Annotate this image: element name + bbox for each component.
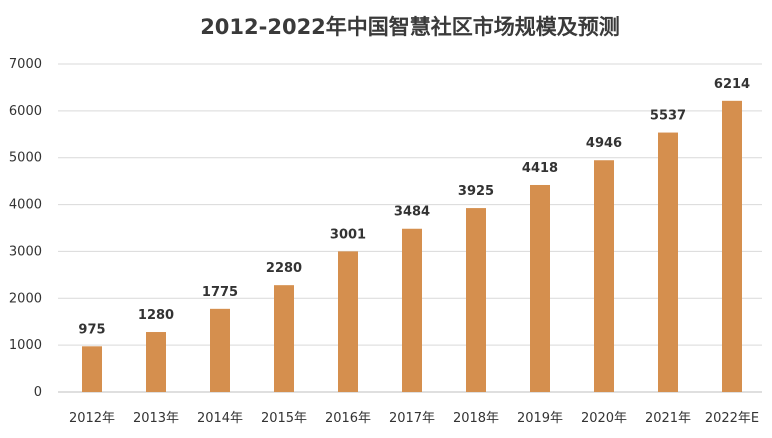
bar bbox=[722, 100, 742, 392]
data-label: 1775 bbox=[202, 285, 238, 300]
data-label: 4946 bbox=[586, 136, 622, 151]
data-label: 5537 bbox=[650, 109, 686, 124]
x-tick-label: 2014年 bbox=[197, 411, 243, 426]
data-labels: 975 1280 1775 2280 3001 3484 3925 4418 4946 5537 6… bbox=[78, 77, 750, 337]
x-tick-label: 2020年 bbox=[581, 411, 627, 426]
y-tick-label: 2000 bbox=[9, 291, 42, 306]
data-label: 6214 bbox=[714, 77, 750, 92]
data-label: 4418 bbox=[522, 161, 558, 176]
data-label: 975 bbox=[78, 322, 105, 337]
bar bbox=[658, 132, 678, 392]
x-tick-label: 2021年 bbox=[645, 411, 691, 426]
bar bbox=[338, 251, 358, 392]
data-label: 1280 bbox=[138, 308, 174, 323]
y-tick-label: 3000 bbox=[9, 244, 42, 259]
y-tick-label: 6000 bbox=[9, 104, 42, 119]
bar bbox=[402, 228, 422, 392]
bar bbox=[146, 332, 166, 392]
x-tick-label: 2018年 bbox=[453, 411, 499, 426]
x-tick-label: 2022年E bbox=[705, 411, 759, 426]
bar bbox=[274, 285, 294, 392]
bar bbox=[82, 346, 102, 392]
y-axis-ticks: 0 1000 2000 3000 4000 5000 6000 7000 bbox=[9, 57, 42, 400]
bars bbox=[82, 100, 742, 392]
x-tick-label: 2012年 bbox=[69, 411, 115, 426]
bar bbox=[530, 184, 550, 392]
x-tick-label: 2016年 bbox=[325, 411, 371, 426]
y-tick-label: 4000 bbox=[9, 198, 42, 213]
x-tick-label: 2013年 bbox=[133, 411, 179, 426]
data-label: 2280 bbox=[266, 261, 302, 276]
chart-title: 2012-2022年中国智慧社区市场规模及预测 bbox=[200, 15, 620, 39]
y-tick-label: 5000 bbox=[9, 151, 42, 166]
bar bbox=[466, 208, 486, 392]
bar bbox=[210, 308, 230, 392]
x-tick-label: 2019年 bbox=[517, 411, 563, 426]
x-tick-label: 2017年 bbox=[389, 411, 435, 426]
bar bbox=[594, 160, 614, 392]
y-tick-label: 1000 bbox=[9, 338, 42, 353]
data-label: 3001 bbox=[330, 227, 366, 242]
data-label: 3925 bbox=[458, 184, 494, 199]
y-tick-label: 0 bbox=[34, 385, 42, 400]
data-label: 3484 bbox=[394, 205, 430, 220]
x-axis-ticks: 2012年 2013年 2014年 2015年 2016年 2017年 2018年 2019年… bbox=[69, 411, 759, 426]
x-tick-label: 2015年 bbox=[261, 411, 307, 426]
y-tick-label: 7000 bbox=[9, 57, 42, 72]
